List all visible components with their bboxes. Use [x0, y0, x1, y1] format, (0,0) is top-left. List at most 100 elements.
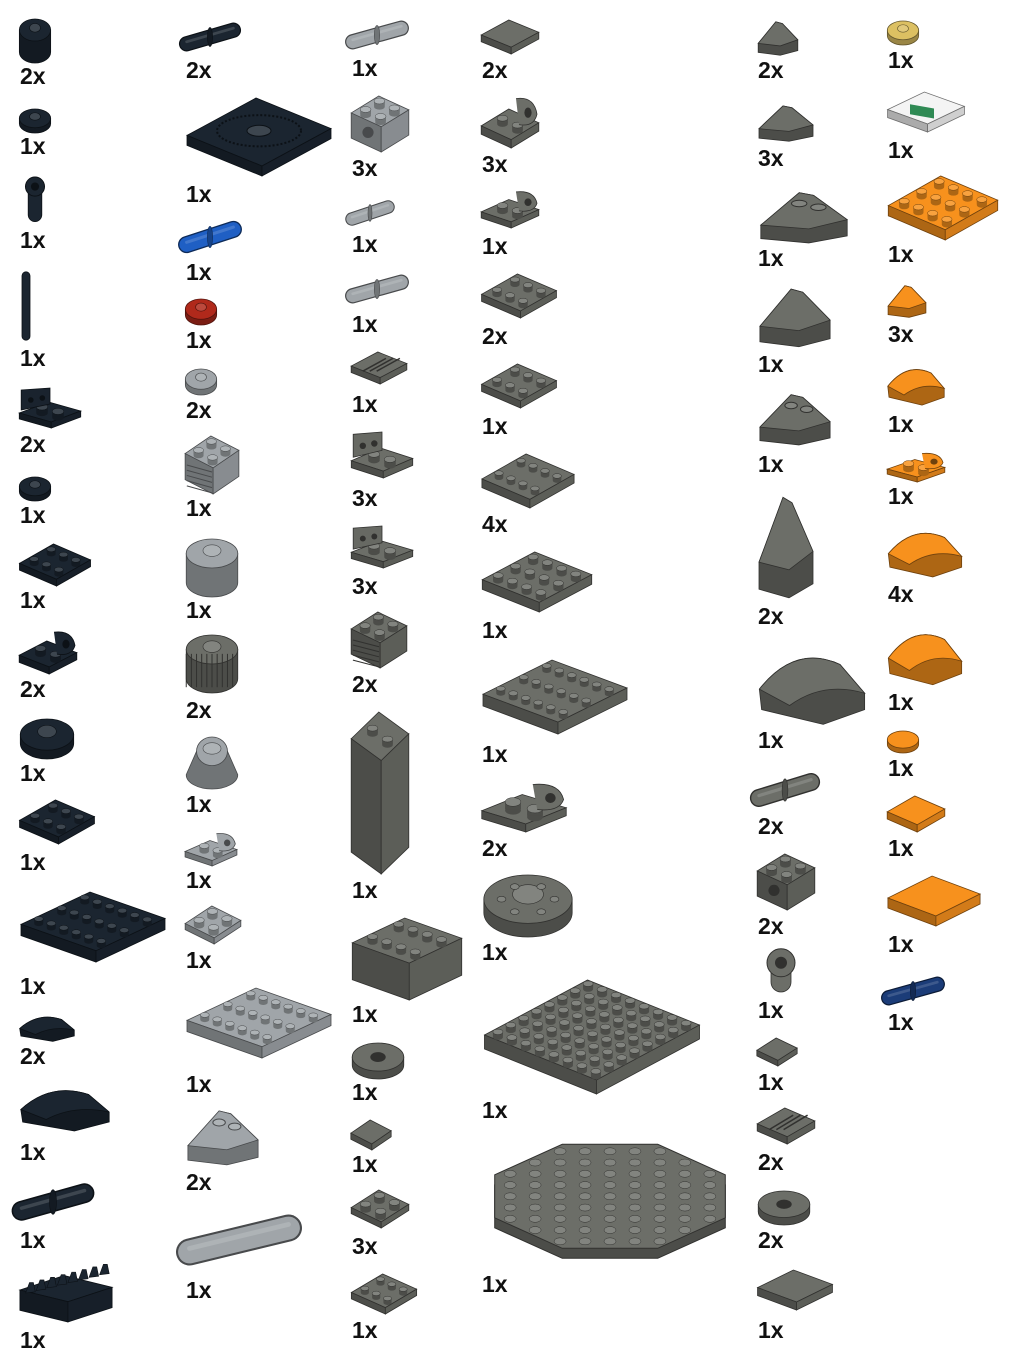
quantity-label: 1x	[352, 1001, 378, 1027]
grille-brick-icon	[350, 611, 408, 669]
small-slope-icon	[757, 21, 799, 56]
quantity-label: 4x	[482, 511, 508, 537]
quantity-label: 2x	[20, 63, 46, 89]
quantity-label: 2x	[758, 913, 784, 939]
curved-arch-icon	[20, 1090, 110, 1132]
quantity-label: 1x	[352, 1151, 378, 1177]
quantity-label: 2x	[20, 431, 46, 457]
quantity-label: 1x	[758, 1317, 784, 1343]
quantity-label: 2x	[758, 603, 784, 629]
tile-icon	[350, 1119, 392, 1151]
inverted-slope-icon	[759, 394, 831, 446]
plate-with-clip-icon	[885, 452, 947, 483]
quantity-label: 1x	[758, 245, 784, 271]
quantity-label: 1x	[186, 259, 212, 285]
round-brick-icon	[18, 18, 52, 64]
quantity-label: 1x	[186, 791, 212, 817]
bar-holder-clip-icon	[24, 176, 46, 223]
quantity-label: 2x	[758, 1227, 784, 1253]
plate-icon	[184, 905, 242, 945]
plate-with-rail-icon	[350, 1273, 418, 1315]
tile-icon	[886, 875, 982, 927]
round-plate-icon	[18, 476, 52, 502]
quantity-label: 1x	[482, 741, 508, 767]
quantity-label: 3x	[888, 321, 914, 347]
technic-brick-icon	[756, 853, 816, 911]
slope-tile-icon	[758, 105, 814, 142]
round-plate-icon	[184, 298, 218, 326]
quantity-label: 1x	[352, 231, 378, 257]
tall-brick-icon	[350, 711, 410, 875]
quantity-label: 1x	[482, 617, 508, 643]
plate-icon	[481, 551, 593, 613]
quantity-label: 1x	[20, 227, 46, 253]
quantity-label: 1x	[20, 1227, 46, 1253]
plate-icon	[887, 175, 999, 241]
gear-rack-icon	[18, 1263, 114, 1323]
quantity-label: 1x	[888, 47, 914, 73]
curved-slope-icon	[887, 532, 963, 578]
plate-icon	[19, 891, 167, 963]
bracket-plate-icon	[17, 387, 83, 429]
quantity-label: 2x	[758, 1149, 784, 1175]
quantity-label: 1x	[186, 1277, 212, 1303]
bracket-icon	[350, 431, 414, 479]
octagonal-plate-icon	[494, 1143, 726, 1259]
quantity-label: 1x	[482, 1271, 508, 1297]
quantity-label: 2x	[758, 57, 784, 83]
quantity-label: 2x	[186, 57, 212, 83]
axle-icon	[176, 1214, 302, 1266]
rounded-plate-icon	[480, 783, 568, 833]
inverted-slope-icon	[759, 192, 849, 244]
plate-with-clip-icon	[18, 631, 78, 675]
bush-icon	[345, 200, 395, 226]
quantity-label: 1x	[758, 351, 784, 377]
plate-icon	[350, 1189, 410, 1229]
quantity-label: 1x	[888, 835, 914, 861]
cone-icon	[185, 736, 239, 790]
curved-slope-icon	[887, 369, 946, 406]
quantity-label: 1x	[186, 947, 212, 973]
plate-with-bar-icon	[18, 543, 92, 587]
plate-icon	[185, 987, 333, 1059]
quantity-label: 1x	[20, 1139, 46, 1165]
quantity-label: 2x	[186, 697, 212, 723]
pin-icon	[345, 274, 409, 304]
quantity-label: 1x	[186, 1071, 212, 1097]
quantity-label: 2x	[482, 835, 508, 861]
round-tile-with-hole-icon	[757, 1190, 811, 1226]
round-brick-icon	[185, 538, 239, 598]
quantity-label: 1x	[352, 311, 378, 337]
quantity-label: 1x	[20, 587, 46, 613]
round-plate-icon	[184, 368, 218, 396]
quantity-label: 1x	[20, 849, 46, 875]
tile-icon	[886, 795, 946, 833]
quantity-label: 2x	[482, 323, 508, 349]
quantity-label: 1x	[888, 241, 914, 267]
plate-with-ring-icon	[480, 191, 540, 229]
quantity-label: 3x	[482, 151, 508, 177]
quantity-label: 1x	[352, 1317, 378, 1343]
quantity-label: 1x	[20, 502, 46, 528]
quantity-label: 1x	[20, 133, 46, 159]
pin-icon	[881, 976, 945, 1006]
quantity-label: 1x	[20, 1327, 46, 1353]
quantity-label: 1x	[20, 760, 46, 786]
quantity-label: 2x	[20, 1043, 46, 1069]
quantity-label: 2x	[352, 671, 378, 697]
plate-icon	[481, 659, 629, 735]
printed-tile-icon	[886, 91, 966, 133]
quantity-label: 1x	[888, 483, 914, 509]
curved-slope-icon	[887, 634, 963, 686]
slope-icon	[759, 288, 831, 348]
quantity-label: 1x	[20, 345, 46, 371]
grille-brick-icon	[184, 435, 240, 495]
technic-brick-icon	[350, 95, 410, 153]
plate-with-ring-icon	[183, 833, 239, 867]
pin-icon	[178, 22, 242, 52]
grooved-round-brick-icon	[185, 634, 239, 694]
quantity-label: 1x	[482, 233, 508, 259]
round-plate-large-icon	[483, 874, 573, 938]
quantity-label: 1x	[758, 727, 784, 753]
